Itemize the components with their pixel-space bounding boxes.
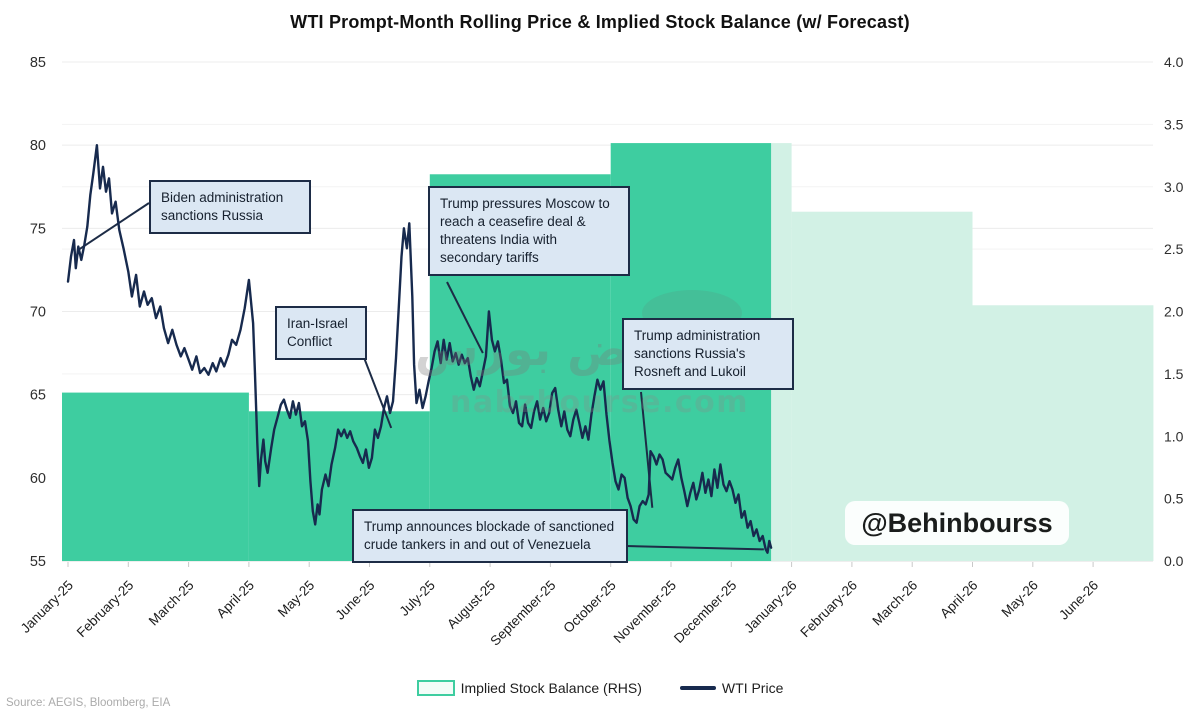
left-axis-tick-label: 80: [30, 138, 46, 154]
x-axis-month-label: April-25: [214, 578, 258, 622]
annotation-rosneft-lukoil-sanctions: Trump administration sanctions Russia's …: [622, 318, 794, 390]
author-handle: @Behinbourss: [861, 508, 1053, 538]
x-axis-month-label: December-25: [671, 578, 739, 646]
chart-legend: Implied Stock Balance (RHS) WTI Price: [0, 680, 1200, 696]
right-axis-tick-label: 2.5: [1164, 241, 1184, 257]
x-axis-month-label: May-26: [998, 578, 1040, 620]
legend-label-wti-price: WTI Price: [721, 680, 784, 696]
annotation-leader-line: [625, 545, 764, 551]
right-axis-tick-label: 0.5: [1164, 491, 1184, 507]
right-axis-tick-label: 1.0: [1164, 428, 1184, 444]
x-axis-month-label: January-26: [741, 578, 799, 636]
x-axis-month-label: March-25: [146, 578, 197, 629]
x-axis-month-label: February-26: [797, 578, 860, 641]
x-axis-month-label: March-26: [869, 578, 920, 629]
right-axis-tick-label: 1.5: [1164, 366, 1184, 382]
legend-item-wti-price: WTI Price: [679, 680, 784, 696]
legend-label-stock-balance: Implied Stock Balance (RHS): [460, 680, 642, 696]
left-axis-tick-label: 70: [30, 304, 46, 320]
annotation-venezuela-blockade: Trump announces blockade of sanctioned c…: [352, 509, 628, 563]
annotation-leader-line: [640, 391, 654, 508]
annotation-trump-pressures-moscow: Trump pressures Moscow to reach a ceasef…: [428, 186, 630, 276]
right-axis-tick-label: 3.5: [1164, 116, 1184, 132]
chart-title: WTI Prompt-Month Rolling Price & Implied…: [290, 12, 910, 32]
author-watermark: @Behinbourss: [845, 501, 1069, 545]
x-axis-month-label: November-25: [611, 578, 679, 646]
annotation-leader-line: [77, 202, 150, 251]
line-swatch-icon: [679, 686, 716, 690]
source-note: Source: AEGIS, Bloomberg, EIA: [6, 697, 171, 709]
left-axis-tick-label: 60: [30, 471, 46, 487]
left-axis-tick-label: 75: [30, 221, 46, 237]
area-swatch-icon: [416, 680, 455, 696]
wti-price-line: [66, 144, 773, 554]
left-axis-tick-label: 55: [30, 554, 46, 570]
right-axis-tick-label: 3.0: [1164, 179, 1184, 195]
x-axis-month-label: July-25: [397, 578, 438, 619]
site-watermark-domain: nabzbourse.com: [450, 385, 750, 420]
x-axis-month-label: June-25: [333, 578, 378, 623]
annotation-biden-sanctions: Biden administration sanctions Russia: [149, 180, 311, 234]
x-axis-month-label: June-26: [1056, 578, 1101, 623]
annotation-leader-line: [362, 354, 393, 429]
x-axis-month-label: February-25: [74, 578, 137, 641]
annotation-leader-line: [446, 281, 484, 354]
annotation-iran-israel-conflict: Iran-Israel Conflict: [275, 306, 367, 360]
left-axis-tick-label: 65: [30, 388, 46, 404]
x-axis-month-label: January-25: [18, 578, 76, 636]
left-axis-tick-label: 85: [30, 55, 46, 71]
right-axis-tick-label: 0.0: [1164, 553, 1184, 569]
right-axis-tick-label: 2.0: [1164, 304, 1184, 320]
stock-balance-actual-step: [62, 392, 249, 561]
x-axis-month-label: October-25: [560, 578, 618, 636]
x-axis-month-label: May-25: [275, 578, 317, 620]
right-axis-tick-label: 4.0: [1164, 54, 1184, 70]
x-axis-month-label: April-26: [937, 578, 981, 622]
x-axis-month-label: August-25: [444, 578, 498, 632]
legend-item-stock-balance: Implied Stock Balance (RHS): [416, 680, 642, 696]
